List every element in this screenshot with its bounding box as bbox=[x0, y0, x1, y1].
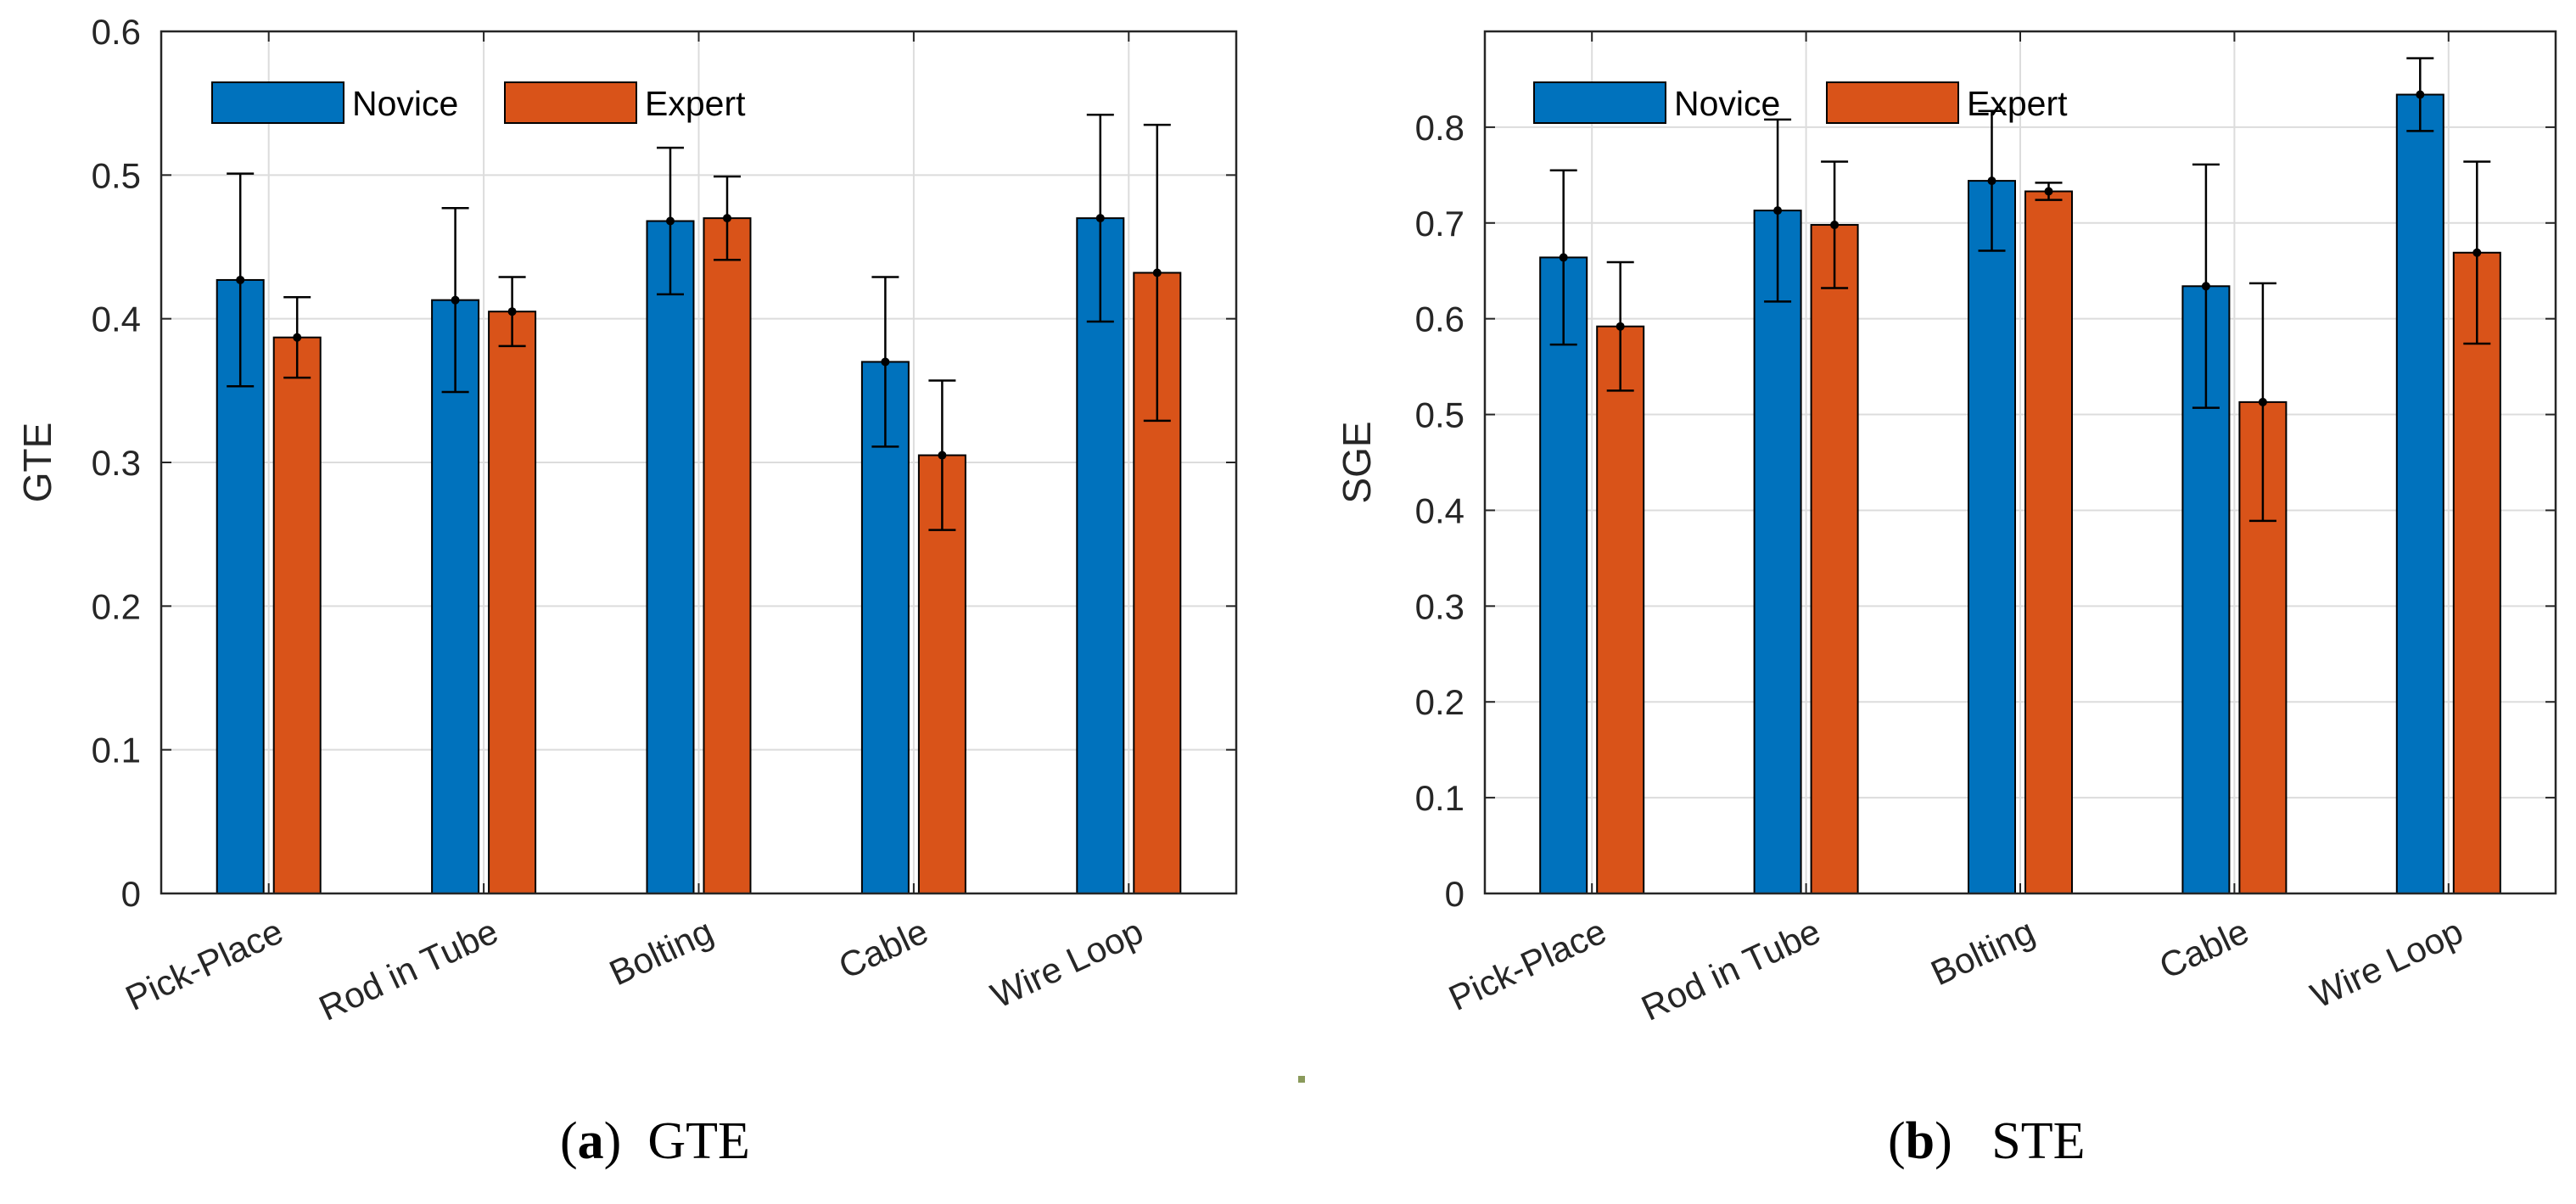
mean-marker bbox=[1830, 221, 1840, 230]
y-tick-label: 0.8 bbox=[1415, 108, 1464, 148]
legend-swatch-expert bbox=[1826, 81, 1959, 124]
legend-swatch-novice bbox=[1533, 81, 1666, 124]
x-tick-label: Wire Loop bbox=[2304, 911, 2468, 1016]
mean-marker bbox=[2258, 397, 2267, 406]
mean-marker bbox=[2044, 187, 2053, 196]
caption-b-text: STE bbox=[1991, 1112, 2086, 1170]
bar-novice bbox=[646, 220, 695, 894]
mean-marker bbox=[1616, 322, 1625, 331]
legend: Novice Expert bbox=[211, 81, 746, 124]
mean-marker bbox=[2472, 248, 2482, 257]
mean-marker bbox=[881, 357, 890, 367]
y-tick-label: 0.1 bbox=[92, 731, 141, 770]
y-tick-label: 0.1 bbox=[1415, 778, 1464, 818]
legend-label-expert: Expert bbox=[645, 84, 746, 123]
bar-expert bbox=[1596, 325, 1645, 895]
legend-label-novice: Novice bbox=[352, 84, 458, 123]
x-tick-label: Bolting bbox=[603, 911, 719, 994]
mean-marker bbox=[938, 451, 947, 460]
x-tick-label: Wire Loop bbox=[985, 911, 1149, 1016]
mean-marker bbox=[2201, 282, 2210, 291]
legend-swatch-novice bbox=[211, 81, 344, 124]
stray-mark bbox=[1298, 1076, 1305, 1083]
bar-expert bbox=[703, 217, 752, 894]
y-tick-label: 0.3 bbox=[1415, 586, 1464, 626]
legend: Novice Expert bbox=[1533, 81, 2068, 124]
y-tick-label: 0 bbox=[121, 874, 141, 914]
caption-a-letter: a bbox=[577, 1112, 604, 1170]
mean-marker bbox=[2416, 90, 2425, 99]
x-tick-label: Cable bbox=[2153, 911, 2254, 987]
bar-novice bbox=[431, 299, 480, 894]
y-tick-label: 0.7 bbox=[1415, 204, 1464, 244]
caption-b-letter: b bbox=[1905, 1112, 1935, 1170]
mean-marker bbox=[451, 295, 460, 305]
y-axis-label: GTE bbox=[15, 423, 59, 503]
y-tick-label: 0.2 bbox=[92, 586, 141, 626]
bar-expert bbox=[488, 311, 537, 894]
y-tick-label: 0.4 bbox=[92, 300, 141, 339]
bar-novice bbox=[860, 361, 910, 894]
bar-novice bbox=[1753, 210, 1802, 894]
x-tick-label: Pick-Place bbox=[1442, 911, 1612, 1018]
caption-a-text: GTE bbox=[647, 1112, 750, 1170]
y-tick-label: 0.5 bbox=[92, 155, 141, 195]
mean-marker bbox=[293, 333, 302, 342]
bar-novice bbox=[2395, 93, 2444, 895]
y-tick-label: 0.2 bbox=[1415, 682, 1464, 722]
y-tick-label: 0 bbox=[1445, 874, 1464, 914]
bar-expert bbox=[1810, 224, 1859, 894]
x-tick-label: Bolting bbox=[1925, 911, 2041, 994]
chart-sge: 0 0.1 0.2 0.3 0.4 0.5 0.6 0.7 0.8 Pick-Place Rod i… bbox=[1335, 30, 2557, 1028]
legend-label-expert: Expert bbox=[1967, 84, 2068, 123]
chart-gte: 0 0.1 0.2 0.3 0.4 0.5 0.6 Pick-Place Rod in Tube… bbox=[15, 12, 1238, 1028]
x-tick-label: Cable bbox=[832, 911, 933, 987]
mean-marker bbox=[723, 214, 731, 223]
mean-marker bbox=[1559, 253, 1568, 262]
bar-novice bbox=[1539, 256, 1588, 894]
bar-expert bbox=[2024, 190, 2073, 895]
bar-novice bbox=[1076, 217, 1125, 894]
mean-marker bbox=[236, 275, 245, 284]
axes-box bbox=[160, 30, 1238, 895]
mean-marker bbox=[1987, 176, 1996, 186]
x-tick-label: Pick-Place bbox=[120, 911, 289, 1018]
caption-b: (b) STE bbox=[1888, 1112, 2086, 1170]
mean-marker bbox=[1152, 268, 1162, 277]
mean-marker bbox=[666, 216, 675, 226]
mean-marker bbox=[507, 307, 517, 316]
x-tick-label: Rod in Tube bbox=[313, 911, 504, 1028]
caption-a: (a) GTE bbox=[560, 1112, 750, 1170]
axes-box bbox=[1483, 30, 2557, 895]
mean-marker bbox=[1095, 214, 1105, 223]
mean-marker bbox=[1773, 206, 1783, 216]
bar-novice bbox=[1968, 180, 2016, 894]
y-axis-label: SGE bbox=[1335, 421, 1379, 503]
bar-expert bbox=[2452, 251, 2501, 895]
y-tick-label: 0.3 bbox=[92, 443, 141, 483]
y-tick-label: 0.4 bbox=[1415, 490, 1464, 530]
y-tick-label: 0.6 bbox=[92, 12, 141, 52]
bar-expert bbox=[272, 336, 322, 894]
y-tick-label: 0.5 bbox=[1415, 395, 1464, 435]
legend-swatch-expert bbox=[504, 81, 637, 124]
legend-label-novice: Novice bbox=[1674, 84, 1780, 123]
x-tick-label: Rod in Tube bbox=[1635, 911, 1826, 1028]
y-tick-label: 0.6 bbox=[1415, 300, 1464, 339]
